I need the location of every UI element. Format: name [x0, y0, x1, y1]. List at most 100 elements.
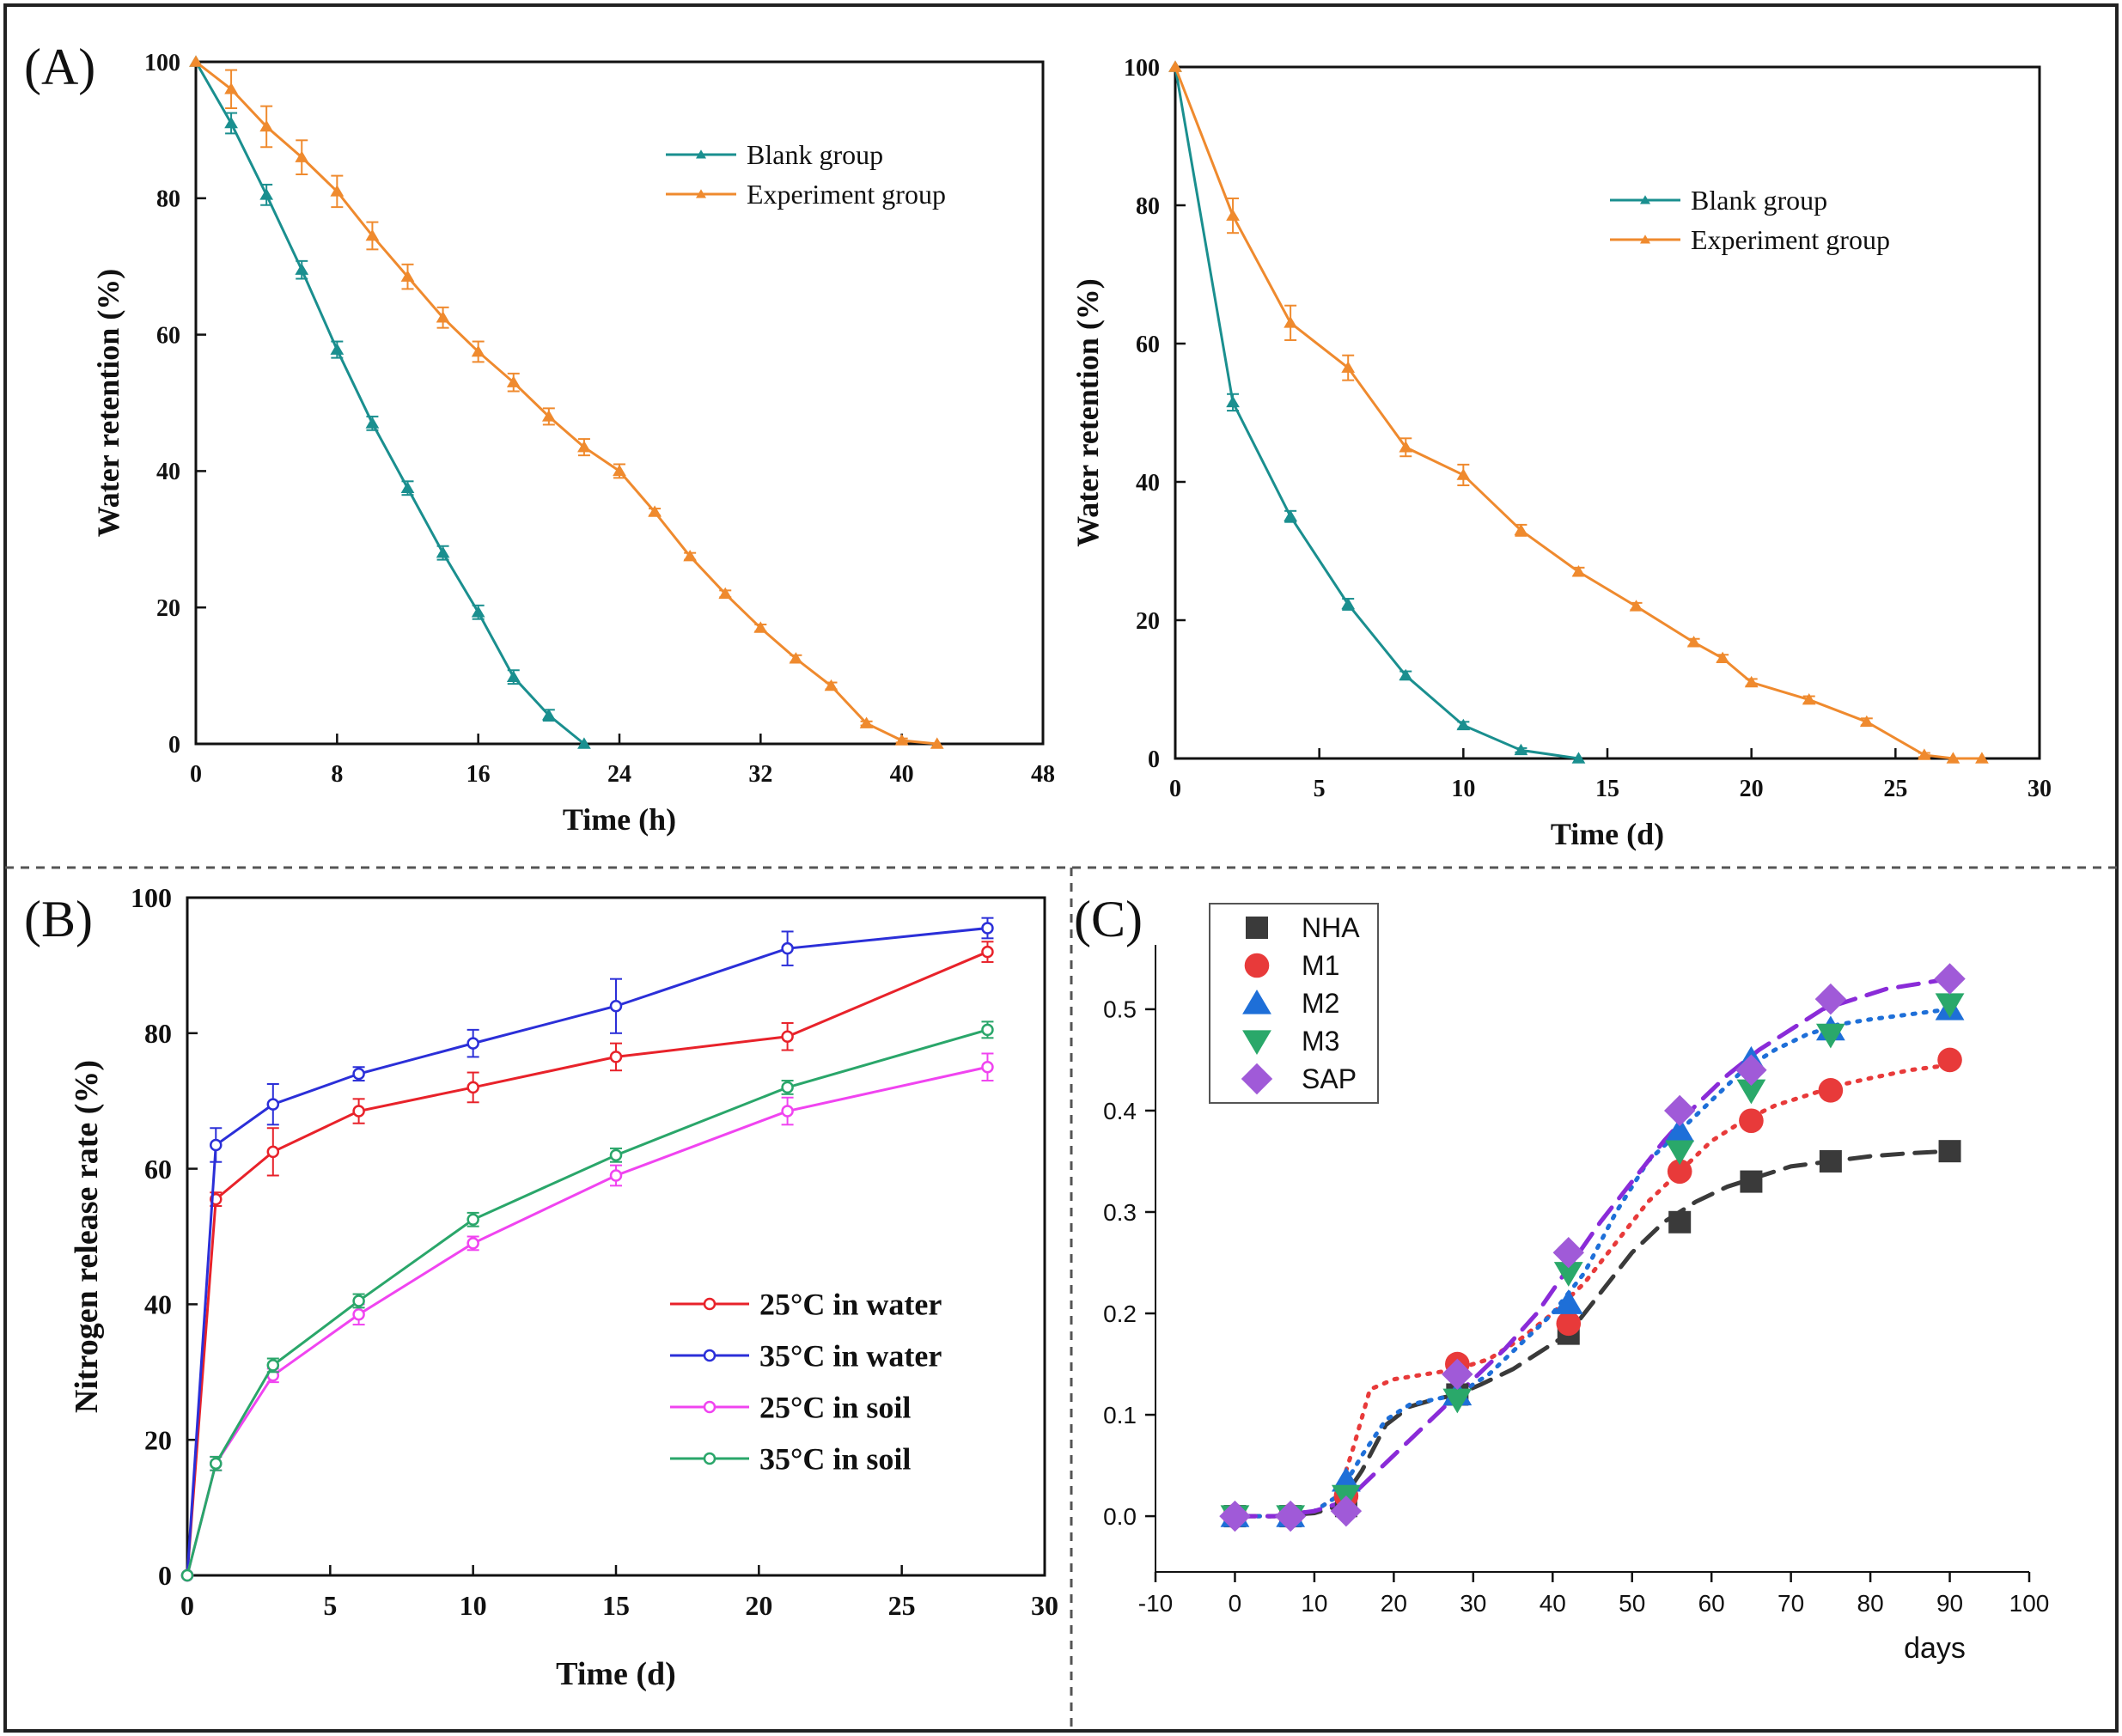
data-point — [1667, 1159, 1692, 1185]
data-point — [613, 464, 626, 477]
chart-a1-water-retention-hours: 0 8 16 24 32 40 48 0 20 40 60 80 100 Time (h) Water re… — [91, 50, 1055, 837]
y-tick-label: 20 — [1136, 608, 1160, 635]
data-point — [295, 263, 309, 275]
series-line — [1174, 66, 1579, 760]
x-tick-label: 16 — [466, 761, 491, 788]
data-point — [648, 505, 662, 517]
x-tick-label: 5 — [1314, 776, 1326, 802]
data-point — [1514, 523, 1528, 536]
data-point — [609, 1148, 623, 1162]
x-tick-label: 20 — [745, 1590, 772, 1621]
data-point — [295, 150, 309, 162]
legend-marker — [703, 1297, 716, 1311]
x-tick-label: 100 — [2009, 1590, 2050, 1617]
data-point — [981, 945, 994, 959]
y-tick-label: 0.0 — [1103, 1503, 1137, 1530]
data-point — [365, 417, 380, 429]
data-point — [1553, 1262, 1583, 1287]
data-point — [781, 941, 794, 955]
data-point — [1456, 718, 1471, 731]
data-point — [365, 228, 380, 241]
y-tick-label: 0.2 — [1103, 1300, 1137, 1327]
data-point — [1938, 1140, 1961, 1163]
legend-marker — [703, 1349, 716, 1362]
data-point — [1330, 1495, 1363, 1527]
x-tick-label: 0 — [180, 1590, 194, 1621]
data-point — [1736, 1079, 1766, 1105]
y-tick-label: 20 — [156, 595, 180, 622]
data-point — [981, 1061, 994, 1074]
y-tick-label: 0 — [158, 1560, 172, 1591]
data-point — [1935, 993, 1965, 1019]
data-point — [541, 709, 556, 721]
data-point — [506, 375, 521, 387]
data-point — [180, 1568, 194, 1582]
data-point — [1716, 651, 1730, 664]
data-point — [1802, 692, 1816, 705]
data-point — [1399, 668, 1413, 681]
x-axis-title: Time (d) — [1551, 817, 1664, 851]
fit-curve — [1232, 1148, 1953, 1519]
data-point — [1556, 1311, 1582, 1337]
data-point — [1665, 1117, 1695, 1142]
data-point — [1739, 1108, 1764, 1134]
data-point — [266, 1098, 280, 1111]
data-point — [471, 606, 485, 618]
data-point — [466, 1237, 479, 1250]
data-point — [1815, 1023, 1845, 1049]
data-point — [466, 1037, 479, 1050]
data-point — [1975, 752, 1989, 764]
x-tick-label: 25 — [888, 1590, 916, 1621]
series-line — [195, 60, 937, 746]
y-tick-label: 0.1 — [1103, 1402, 1137, 1428]
legend-marker — [1244, 953, 1270, 978]
legend-marker — [696, 149, 706, 159]
data-point — [609, 999, 623, 1013]
x-tick-label: 20 — [1381, 1590, 1407, 1617]
data-point — [1819, 1149, 1842, 1173]
data-point — [1571, 752, 1586, 764]
x-tick-label: 80 — [1857, 1590, 1884, 1617]
x-tick-label: 10 — [460, 1590, 487, 1621]
y-tick-label: 0.4 — [1103, 1098, 1137, 1124]
y-tick-label: 60 — [144, 1154, 172, 1185]
data-point — [1744, 675, 1759, 688]
y-tick-label: 20 — [144, 1424, 172, 1455]
legend-label: 25°C in water — [759, 1288, 942, 1322]
y-tick-label: 0 — [1148, 746, 1160, 773]
data-point — [1553, 1289, 1583, 1314]
data-point — [1934, 963, 1966, 995]
x-axis-title: days — [1904, 1632, 1966, 1665]
data-point — [781, 1105, 794, 1118]
data-point — [352, 1067, 365, 1081]
data-point — [1814, 983, 1847, 1015]
data-point — [1442, 1388, 1473, 1414]
legend-marker — [1640, 235, 1650, 244]
legend-label: 35°C in soil — [759, 1442, 911, 1477]
data-point — [753, 621, 768, 633]
data-point — [981, 1023, 994, 1037]
x-tick-label: 0 — [1169, 776, 1181, 802]
data-point — [577, 737, 591, 749]
y-axis-title: Water retention (%) — [1070, 278, 1105, 547]
data-point — [789, 652, 803, 664]
data-point — [1284, 316, 1298, 328]
legend-box — [1209, 903, 1379, 1104]
x-tick-label: 0 — [190, 761, 202, 788]
data-point — [981, 922, 994, 935]
legend-label: 35°C in water — [759, 1339, 942, 1374]
y-tick-label: 40 — [144, 1289, 172, 1320]
data-point — [466, 1081, 479, 1094]
data-point — [1664, 1094, 1696, 1127]
x-tick-label: 48 — [1031, 761, 1055, 788]
data-point — [1665, 1140, 1695, 1166]
fit-curve — [1232, 1063, 1953, 1519]
series-line — [186, 1028, 988, 1576]
data-point — [1341, 361, 1356, 373]
data-point — [1226, 395, 1240, 408]
data-point — [436, 311, 450, 323]
data-point — [609, 1169, 623, 1182]
y-axis-title: Nitrogen release rate (%) — [69, 1060, 105, 1413]
x-tick-label: 24 — [607, 761, 631, 788]
